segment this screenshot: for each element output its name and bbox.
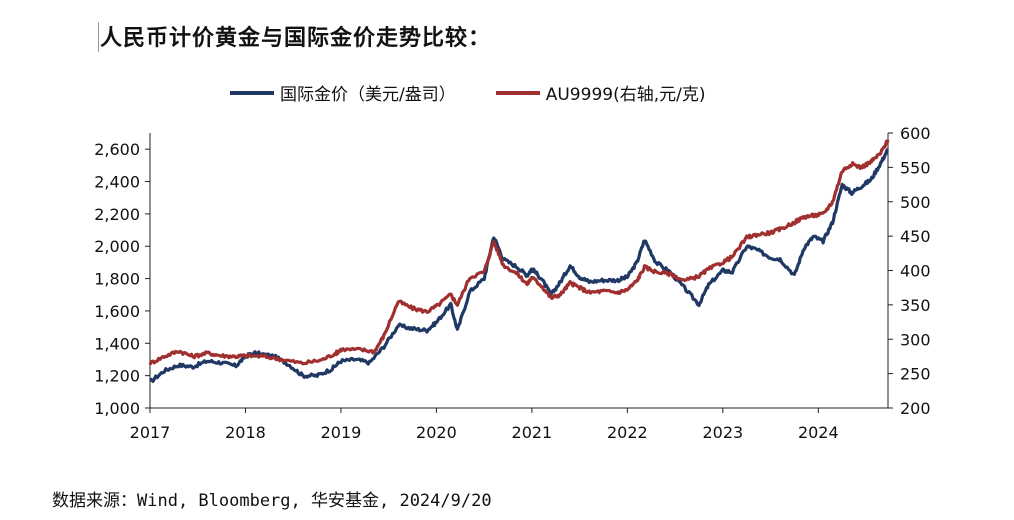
series-line-intl-gold (148, 147, 890, 383)
right-tick-label: 300 (900, 330, 931, 349)
x-tick-label: 2023 (702, 423, 743, 442)
right-tick-label: 200 (900, 399, 931, 418)
chart-legend: 国际金价（美元/盎司） AU9999(右轴,元/克) (230, 80, 705, 105)
right-tick-label: 600 (900, 124, 931, 143)
left-tick-label: 1,200 (94, 367, 140, 386)
x-tick-label: 2022 (607, 423, 648, 442)
right-tick-label: 400 (900, 262, 931, 281)
x-tick-label: 2020 (416, 423, 457, 442)
x-tick-label: 2021 (512, 423, 553, 442)
legend-swatch-au9999 (495, 90, 540, 95)
legend-label-au9999: AU9999(右轴,元/克) (545, 85, 706, 105)
source-note: 数据来源：Wind, Bloomberg, 华安基金, 2024/9/20 (52, 491, 492, 511)
x-tick-label: 2019 (321, 423, 362, 442)
left-tick-label: 2,400 (94, 173, 140, 192)
right-tick-label: 550 (900, 158, 931, 177)
left-tick-label: 2,000 (94, 237, 140, 256)
right-tick-label: 450 (900, 227, 931, 246)
right-tick-label: 350 (900, 296, 931, 315)
legend-swatch-intl-gold (230, 90, 274, 95)
legend-entry-intl-gold: 国际金价（美元/盎司） (230, 80, 456, 105)
left-tick-label: 1,600 (94, 302, 140, 321)
legend-label-intl-gold: 国际金价（美元/盎司） (280, 85, 456, 105)
series-line-au9999 (148, 139, 890, 366)
right-tick-label: 500 (900, 193, 931, 212)
title-accent (98, 22, 99, 52)
chart-title: 人民币计价黄金与国际金价走势比较： (100, 25, 492, 51)
left-tick-label: 1,400 (94, 334, 140, 353)
legend-entry-au9999: AU9999(右轴,元/克) (495, 80, 706, 105)
left-tick-label: 2,600 (94, 140, 140, 159)
right-tick-label: 250 (900, 365, 931, 384)
left-tick-label: 1,000 (94, 399, 140, 418)
left-tick-label: 1,800 (94, 270, 140, 289)
x-tick-label: 2017 (130, 423, 171, 442)
x-tick-label: 2024 (798, 423, 839, 442)
left-tick-label: 2,200 (94, 205, 140, 224)
x-tick-label: 2018 (225, 423, 266, 442)
